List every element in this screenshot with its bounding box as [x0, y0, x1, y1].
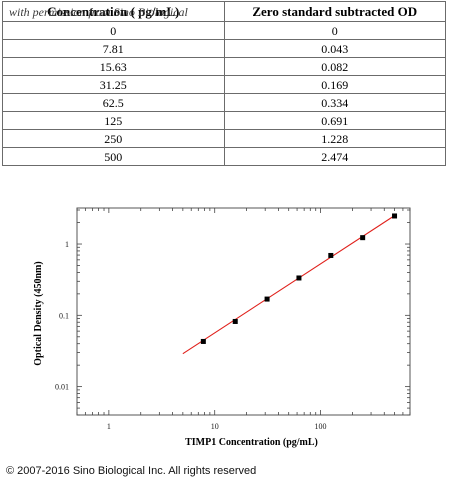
cell-od: 0.691 — [223, 111, 446, 130]
cell-od: 0 — [223, 21, 446, 40]
cell-concentration: 250 — [2, 129, 225, 148]
permission-watermark: with permission from Sino Biological — [9, 5, 188, 19]
header-concentration-label: Concentration ( pg/mL) — [47, 3, 180, 19]
x-axis-label: TIMP1 Concentration (pg/mL) — [185, 437, 318, 448]
cell-concentration: 7.81 — [2, 39, 225, 58]
table-header-row: Concentration ( pg/mL) with permission f… — [2, 1, 446, 22]
cell-concentration: 62.5 — [2, 93, 225, 112]
data-point — [264, 296, 270, 302]
table-row: 62.5 0.334 — [2, 93, 446, 112]
data-point — [232, 318, 238, 324]
data-point — [392, 213, 398, 219]
cell-od: 0.082 — [223, 57, 446, 76]
copyright-text: © 2007-2016 Sino Biological Inc. All rig… — [6, 465, 257, 477]
header-od: Zero standard subtracted OD — [223, 1, 446, 22]
data-point — [200, 338, 206, 344]
table-row: 125 0.691 — [2, 111, 446, 130]
y-tick-label: 1 — [65, 240, 69, 249]
data-point — [360, 235, 366, 241]
cell-od: 1.228 — [223, 129, 446, 148]
cell-concentration: 0 — [2, 21, 225, 40]
cell-concentration: 15.63 — [2, 57, 225, 76]
table-row: 250 1.228 — [2, 129, 446, 148]
table-row: 500 2.474 — [2, 147, 446, 166]
table-row: 7.81 0.043 — [2, 39, 446, 58]
data-point — [328, 252, 334, 258]
data-point — [296, 275, 302, 281]
cell-od: 0.334 — [223, 93, 446, 112]
x-tick-label: 100 — [315, 422, 327, 431]
standard-curve-table: Concentration ( pg/mL) with permission f… — [2, 1, 446, 166]
x-tick-label: 10 — [211, 422, 219, 431]
cell-od: 2.474 — [223, 147, 446, 166]
standard-curve-chart: 1 10 100 0.01 0.1 1 TIMP1 Concentration (pg/mL… — [33, 207, 411, 448]
y-axis-label: Optical Density (450nm) — [33, 261, 44, 365]
cell-od: 0.169 — [223, 75, 446, 94]
plot-frame — [76, 207, 411, 416]
cell-concentration: 31.25 — [2, 75, 225, 94]
header-concentration: Concentration ( pg/mL) with permission f… — [2, 1, 225, 22]
table-row: 15.63 0.082 — [2, 57, 446, 76]
fit-line — [182, 215, 395, 355]
y-tick-label: 0.1 — [59, 311, 69, 320]
x-tick-label: 1 — [107, 422, 111, 431]
y-tick-label: 0.01 — [55, 383, 69, 392]
cell-concentration: 125 — [2, 111, 225, 130]
cell-concentration: 500 — [2, 147, 225, 166]
cell-od: 0.043 — [223, 39, 446, 58]
table-row: 31.25 0.169 — [2, 75, 446, 94]
